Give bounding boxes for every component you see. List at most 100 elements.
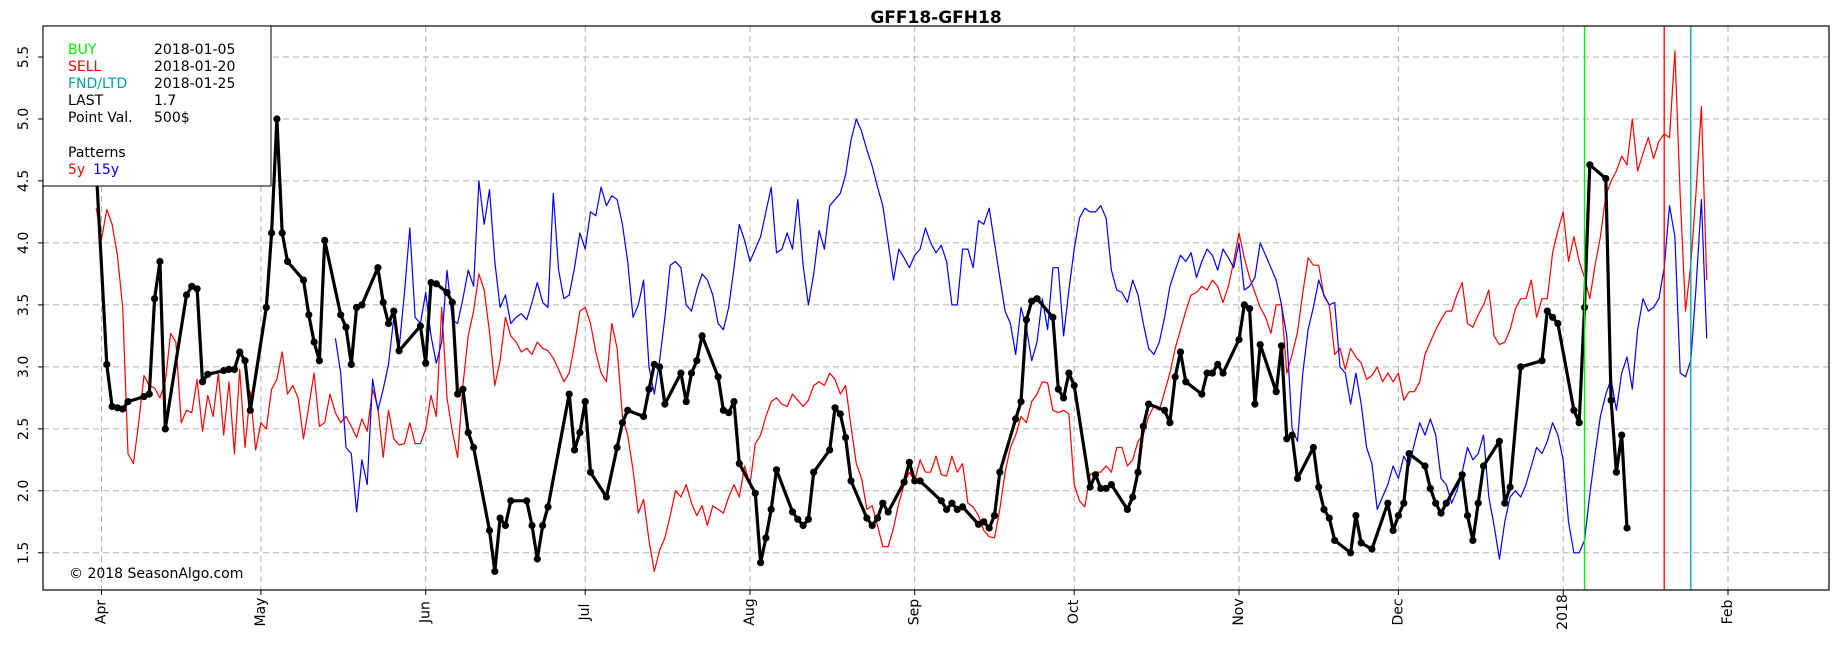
price-point	[1283, 435, 1291, 443]
price-point	[491, 567, 499, 576]
price-point	[570, 446, 579, 454]
price-point	[1474, 499, 1482, 507]
legend-buy-label: BUY	[68, 42, 97, 58]
price-point	[836, 410, 844, 418]
y-tick-label: 3.5	[16, 294, 32, 316]
price-point	[1570, 406, 1578, 414]
price-point	[757, 559, 765, 567]
price-point	[1097, 484, 1105, 492]
copyright-text: © 2018 SeasonAlgo.com	[69, 566, 243, 582]
price-point	[1309, 443, 1317, 452]
price-point	[241, 357, 249, 365]
price-point	[1208, 369, 1216, 377]
price-point	[1123, 505, 1131, 513]
price-point	[1320, 505, 1328, 513]
price-point	[1182, 378, 1190, 386]
price-point	[613, 443, 621, 452]
price-point	[395, 347, 403, 355]
price-point	[842, 433, 850, 442]
y-axis: 1.5 2.0 2.5 3.0 3.5 4.0 4.5 5.0 5.5	[16, 46, 43, 564]
price-point	[1612, 468, 1620, 476]
price-point	[1575, 419, 1583, 427]
price-point	[1368, 545, 1376, 553]
price-point	[1437, 509, 1445, 517]
y-tick-label: 3.0	[16, 356, 32, 378]
price-point	[432, 280, 440, 288]
x-tick-label: Sep	[907, 599, 923, 626]
price-point	[161, 425, 169, 433]
legend-last-value: 1.7	[154, 93, 176, 109]
legend-pattern-15y: 15y	[93, 162, 119, 178]
price-point	[1618, 431, 1626, 439]
price-point	[911, 477, 919, 485]
price-point	[996, 468, 1004, 476]
y-tick-label: 2.5	[16, 418, 32, 440]
price-point	[1277, 342, 1286, 350]
price-point	[246, 406, 254, 414]
x-tick-label: Jun	[418, 601, 434, 624]
price-point	[156, 257, 164, 266]
chart-title: GFF18-GFH18	[870, 8, 1001, 28]
x-tick-label: Dec	[1390, 598, 1406, 625]
price-point	[1421, 462, 1429, 470]
price-point	[225, 365, 233, 373]
price-point	[879, 499, 887, 507]
price-point	[943, 505, 951, 513]
legend-buy-value: 2018-01-05	[154, 42, 235, 58]
x-tick-label: Feb	[1720, 599, 1736, 624]
price-point	[682, 398, 690, 406]
price-point	[103, 360, 111, 368]
price-point	[762, 534, 770, 542]
price-point	[1479, 462, 1488, 470]
price-point	[1065, 369, 1073, 377]
price-point	[714, 373, 722, 381]
price-point	[730, 398, 738, 406]
price-point	[788, 508, 797, 516]
legend-fnd-value: 2018-01-25	[154, 76, 235, 92]
price-point	[1357, 539, 1365, 547]
price-point	[1171, 373, 1179, 381]
price-point	[1198, 390, 1206, 398]
y-tick-label: 5.5	[16, 46, 32, 68]
price-point	[459, 385, 467, 393]
price-point	[1054, 385, 1062, 393]
price-point	[586, 468, 595, 476]
pattern_15y-line	[334, 118, 1708, 560]
price-point	[1166, 419, 1174, 427]
price-point	[204, 370, 212, 378]
price-point	[1432, 499, 1440, 507]
price-point	[321, 236, 329, 244]
price-point	[1394, 511, 1402, 520]
price-point	[198, 378, 207, 386]
legend-box	[42, 25, 272, 187]
price-point	[602, 493, 611, 501]
price-point	[873, 514, 882, 522]
price-point	[1012, 415, 1020, 423]
legend-last-label: LAST	[68, 93, 104, 109]
series-layer	[92, 50, 1708, 576]
price-point	[1033, 295, 1041, 303]
price-point	[1251, 400, 1259, 408]
pattern_5y-line	[95, 50, 1708, 573]
price-point	[193, 285, 201, 293]
x-tick-label: Aug	[742, 598, 758, 625]
x-axis: Apr May Jun Jul Aug Sep Oct Nov Dec 2018 Feb	[94, 590, 1736, 630]
info-legend: BUY 2018-01-05 SELL 2018-01-20 FND/LTD 2…	[42, 25, 272, 187]
price-point	[1426, 484, 1434, 492]
price-point	[1501, 499, 1509, 507]
price-point	[576, 429, 584, 437]
price-point	[374, 264, 382, 272]
price-point	[347, 360, 355, 368]
price-point	[884, 508, 892, 516]
price-point	[1049, 313, 1057, 321]
price-point	[1554, 319, 1562, 328]
price-point	[539, 521, 547, 530]
price-point	[470, 443, 478, 452]
x-tick-label: Oct	[1066, 599, 1082, 624]
price-point	[1256, 341, 1264, 349]
price-point	[959, 503, 967, 511]
x-tick-label: Jul	[577, 604, 593, 622]
price-point	[151, 295, 159, 303]
price-point	[422, 359, 430, 367]
